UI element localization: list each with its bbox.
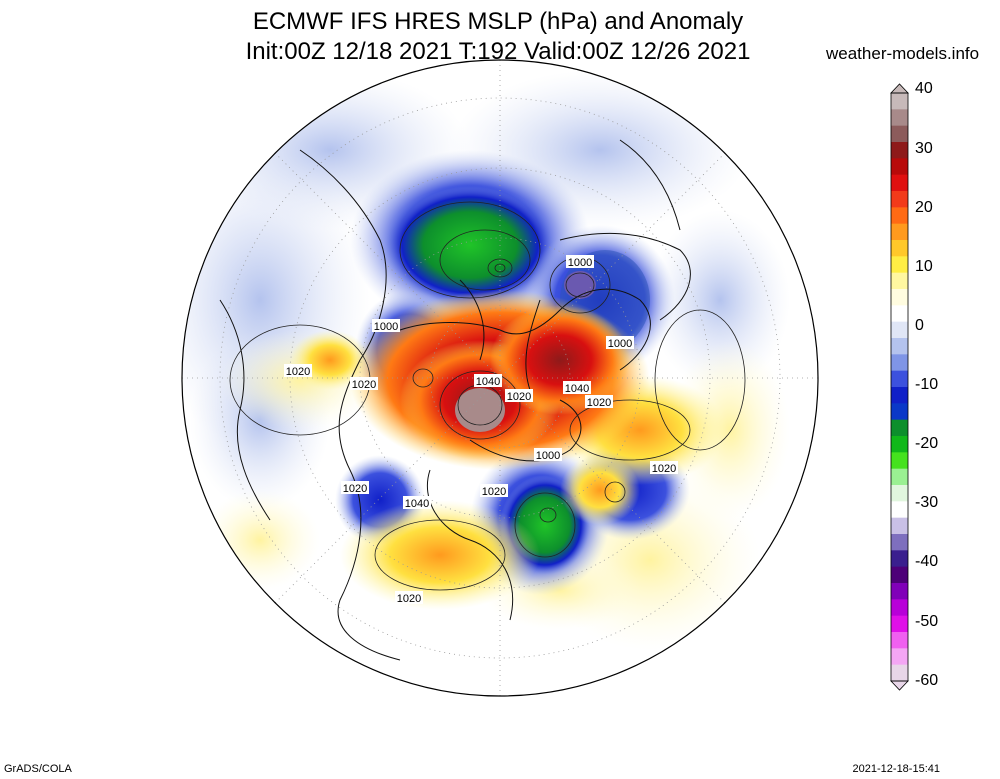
colorbar-cell [891,158,908,176]
colorbar-tick: 20 [915,199,933,216]
colorbar-tick: -30 [915,494,939,511]
colorbar-cell [891,583,908,600]
colorbar-cell [891,550,908,568]
colorbar-cell [891,632,908,649]
contour-label: 1020 [650,461,678,475]
map-border [181,59,819,697]
colorbar-tick: -10 [915,376,939,393]
colorbar-cell [891,615,908,633]
contour-label: 1020 [480,484,508,498]
colorbar-cell [891,534,908,551]
colorbar-cell [891,240,908,257]
colorbar-tick: -50 [915,613,939,630]
contour-label: 1020 [395,591,423,605]
colorbar-cell [891,191,908,208]
colorbar-tick: -40 [915,553,939,570]
colorbar-tick: 30 [915,140,933,157]
colorbar-tick: 0 [915,317,924,334]
svg-text:1020: 1020 [352,379,376,391]
colorbar-cell [891,501,908,519]
colorbar-cell [891,664,908,682]
colorbar-cell [891,207,908,225]
svg-text:1020: 1020 [343,483,367,495]
colorbar-cell [891,452,908,470]
colorbar-cell [891,305,908,323]
colorbar-cell [891,436,908,453]
chart-title: ECMWF IFS HRES MSLP (hPa) and Anomaly [252,8,744,35]
colorbar-cell [891,321,908,339]
colorbar-tick: -20 [915,435,939,452]
svg-text:1000: 1000 [374,321,398,333]
colorbar-cell [891,485,908,502]
svg-text:1040: 1040 [565,383,589,395]
svg-text:1020: 1020 [286,366,310,378]
footer-timestamp: 2021-12-18-15:41 [852,763,940,775]
colorbar-cell [891,289,908,306]
svg-text:1040: 1040 [476,376,500,388]
colorbar-cell [891,256,908,274]
contour-label: 1000 [566,255,594,269]
svg-text:1020: 1020 [482,486,506,498]
colorbar-cells [891,93,908,682]
contour-label: 1000 [606,336,634,350]
svg-text:1020: 1020 [507,391,531,403]
contour-label: 1000 [534,448,562,462]
contour-label: 1040 [563,381,591,395]
colorbar-cell [891,387,908,404]
colorbar-cell [891,354,908,372]
svg-text:1040: 1040 [405,498,429,510]
svg-text:1000: 1000 [568,257,592,269]
colorbar-cell [891,517,908,535]
colorbar-top-arrow [890,83,909,94]
colorbar-cell [891,468,908,486]
contour-label: 1020 [585,395,613,409]
contour-label: 1000 [372,319,400,333]
svg-text:1020: 1020 [652,463,676,475]
contour-label: 1040 [474,374,502,388]
colorbar-tick: -60 [915,672,939,689]
footer-credit: GrADS/COLA [4,763,72,775]
colorbar-cell [891,566,908,584]
colorbar-cell [891,223,908,241]
colorbar-tick: 40 [915,80,933,97]
colorbar-cell [891,109,908,127]
isobars [229,201,746,591]
colorbar-cell [891,419,908,437]
svg-text:1020: 1020 [587,397,611,409]
colorbar-tick: 10 [915,258,933,275]
colorbar-frame [890,92,909,682]
contour-label: 1020 [341,481,369,495]
svg-text:1020: 1020 [397,593,421,605]
source-site: weather-models.info [826,44,980,63]
colorbar-bottom-arrow [890,680,909,691]
colorbar-cell [891,93,908,110]
colorbar-cell [891,648,908,666]
svg-text:1000: 1000 [536,450,560,462]
contour-label: 1020 [505,389,533,403]
colorbar-cell [891,370,908,388]
colorbar-cell [891,338,908,355]
contour-label: 1020 [284,364,312,378]
colorbar-cell [891,174,908,192]
contour-labels: 1000 1000 1000 1020 1020 1040 1020 1040 … [284,255,678,605]
contour-label: 1020 [350,377,378,391]
contour-label: 1040 [403,496,431,510]
svg-text:1000: 1000 [608,338,632,350]
colorbar-cell [891,142,908,159]
colorbar-cell [891,125,908,143]
colorbar-cell [891,599,908,617]
colorbar-cell [891,403,908,421]
graticule [182,60,818,696]
colorbar-cell [891,272,908,290]
